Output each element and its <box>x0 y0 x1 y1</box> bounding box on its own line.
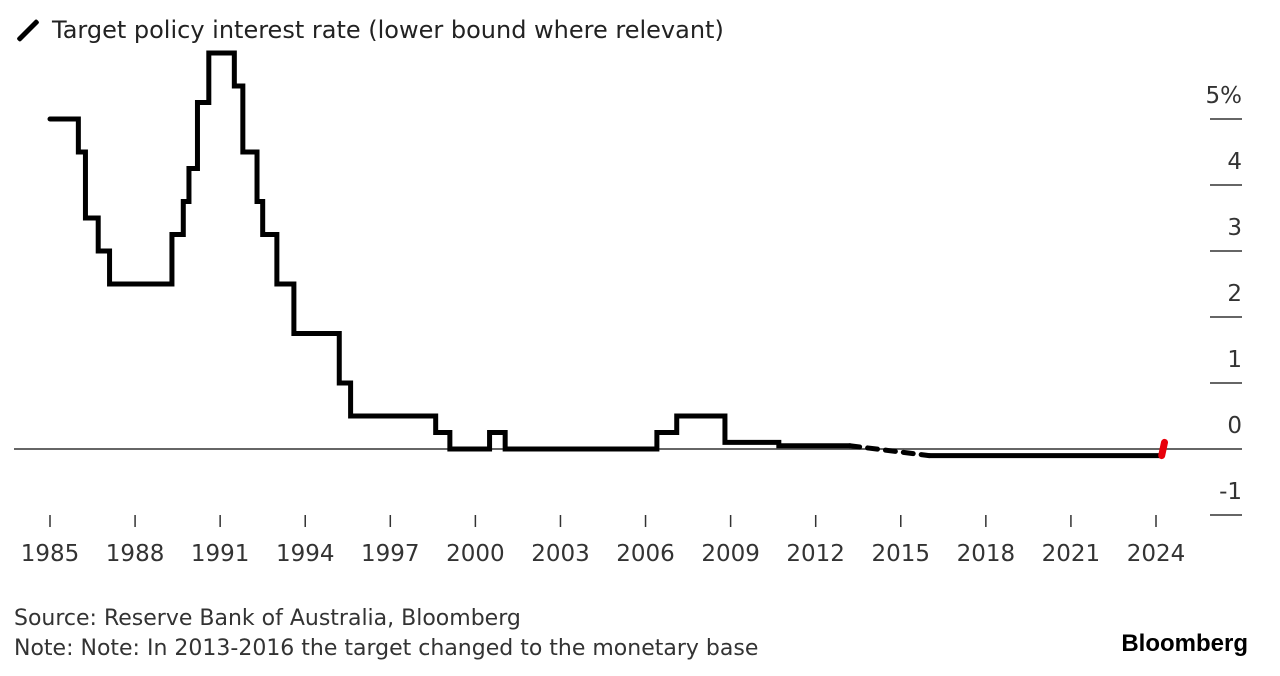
y-tick-label: -1 <box>1219 479 1242 505</box>
x-tick-label: 1988 <box>106 541 165 567</box>
series-line-latest <box>1158 438 1169 460</box>
x-tick-label: 2009 <box>701 541 760 567</box>
bloomberg-logo: Bloomberg <box>1121 630 1248 657</box>
x-tick-label: 2021 <box>1042 541 1101 567</box>
y-tick-label: 3 <box>1227 215 1242 241</box>
legend: Target policy interest rate (lower bound… <box>14 16 724 44</box>
y-tick-label: 2 <box>1227 281 1242 307</box>
x-tick-label: 2000 <box>446 541 505 567</box>
x-tick-label: 1997 <box>361 541 420 567</box>
x-tick-label: 2003 <box>531 541 590 567</box>
series-line-target-policy-interest-rate <box>47 50 853 452</box>
x-tick-label: 2015 <box>871 541 930 567</box>
source-note: Source: Reserve Bank of Australia, Bloom… <box>14 606 521 631</box>
y-tick-label: 0 <box>1227 413 1242 439</box>
x-tick-label: 2012 <box>786 541 845 567</box>
x-tick-label: 2006 <box>616 541 675 567</box>
x-tick-label: 1985 <box>21 541 80 567</box>
x-tick-label: 1994 <box>276 541 335 567</box>
series-line-monetary-base-target-period <box>847 443 932 459</box>
footnote: Note: Note: In 2013-2016 the target chan… <box>14 636 759 661</box>
y-tick-label: 1 <box>1227 347 1242 373</box>
x-tick-label: 2018 <box>957 541 1016 567</box>
x-tick-label: 1991 <box>191 541 250 567</box>
legend-label: Target policy interest rate (lower bound… <box>52 16 724 44</box>
x-tick-label: 2024 <box>1127 541 1186 567</box>
y-tick-label: 5% <box>1206 83 1243 109</box>
y-tick-label: 4 <box>1227 149 1242 175</box>
